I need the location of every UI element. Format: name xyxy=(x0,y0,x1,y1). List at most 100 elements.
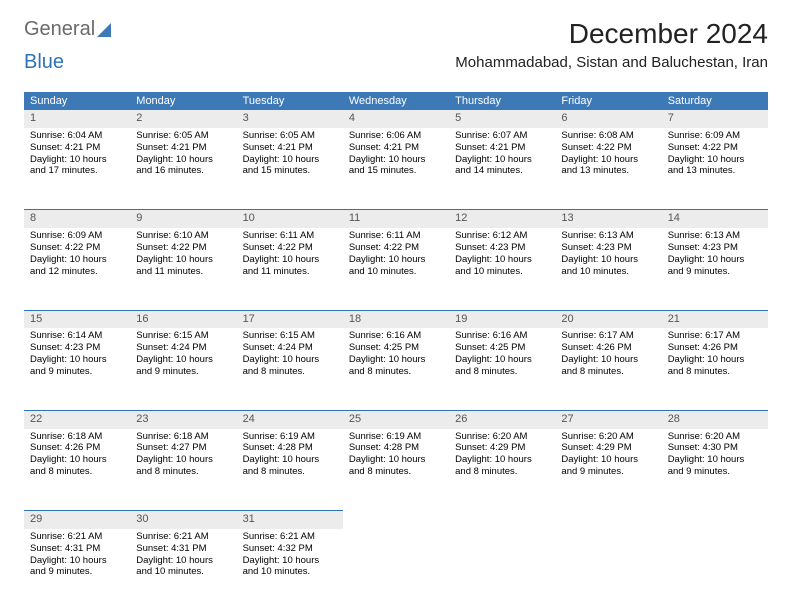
sunrise-line: Sunrise: 6:11 AM xyxy=(243,230,337,242)
day-cell: Sunrise: 6:21 AMSunset: 4:32 PMDaylight:… xyxy=(237,529,343,611)
daylight-line-2: and 17 minutes. xyxy=(30,165,124,177)
logo-text-1: General xyxy=(24,18,95,41)
sunset-line: Sunset: 4:21 PM xyxy=(349,142,443,154)
day-number: 8 xyxy=(24,210,130,228)
sunset-line: Sunset: 4:24 PM xyxy=(243,342,337,354)
sunset-line: Sunset: 4:27 PM xyxy=(136,442,230,454)
daylight-line: Daylight: 10 hours xyxy=(136,454,230,466)
day-number xyxy=(343,511,449,529)
daylight-line: Daylight: 10 hours xyxy=(349,154,443,166)
sunset-line: Sunset: 4:23 PM xyxy=(455,242,549,254)
day-number: 25 xyxy=(343,410,449,428)
daylight-line-2: and 15 minutes. xyxy=(349,165,443,177)
sunrise-line: Sunrise: 6:20 AM xyxy=(561,431,655,443)
daylight-line: Daylight: 10 hours xyxy=(668,154,762,166)
daylight-line: Daylight: 10 hours xyxy=(668,354,762,366)
day-number: 5 xyxy=(449,110,555,128)
day-cell xyxy=(662,529,768,611)
sunrise-line: Sunrise: 6:20 AM xyxy=(668,431,762,443)
daylight-line-2: and 10 minutes. xyxy=(136,566,230,578)
daylight-line-2: and 14 minutes. xyxy=(455,165,549,177)
sunrise-line: Sunrise: 6:19 AM xyxy=(243,431,337,443)
sunrise-line: Sunrise: 6:15 AM xyxy=(136,330,230,342)
day-number: 15 xyxy=(24,310,130,328)
sunrise-line: Sunrise: 6:04 AM xyxy=(30,130,124,142)
day-number-row: 1234567 xyxy=(24,110,768,128)
day-cell: Sunrise: 6:17 AMSunset: 4:26 PMDaylight:… xyxy=(662,328,768,410)
daylight-line-2: and 10 minutes. xyxy=(455,266,549,278)
day-cell: Sunrise: 6:12 AMSunset: 4:23 PMDaylight:… xyxy=(449,228,555,310)
day-number: 2 xyxy=(130,110,236,128)
sunset-line: Sunset: 4:29 PM xyxy=(455,442,549,454)
day-cell: Sunrise: 6:09 AMSunset: 4:22 PMDaylight:… xyxy=(662,128,768,210)
day-number: 27 xyxy=(555,410,661,428)
logo-text-2: Blue xyxy=(24,51,64,74)
daylight-line-2: and 11 minutes. xyxy=(136,266,230,278)
day-number: 3 xyxy=(237,110,343,128)
day-number xyxy=(662,511,768,529)
daylight-line-2: and 8 minutes. xyxy=(243,466,337,478)
day-number: 6 xyxy=(555,110,661,128)
daylight-line: Daylight: 10 hours xyxy=(561,154,655,166)
daylight-line-2: and 8 minutes. xyxy=(668,366,762,378)
day-cell: Sunrise: 6:06 AMSunset: 4:21 PMDaylight:… xyxy=(343,128,449,210)
sunset-line: Sunset: 4:22 PM xyxy=(349,242,443,254)
day-cell: Sunrise: 6:21 AMSunset: 4:31 PMDaylight:… xyxy=(24,529,130,611)
day-content-row: Sunrise: 6:04 AMSunset: 4:21 PMDaylight:… xyxy=(24,128,768,210)
daylight-line-2: and 8 minutes. xyxy=(30,466,124,478)
month-title: December 2024 xyxy=(455,18,768,50)
daylight-line-2: and 10 minutes. xyxy=(243,566,337,578)
day-number: 21 xyxy=(662,310,768,328)
day-number: 9 xyxy=(130,210,236,228)
day-cell: Sunrise: 6:11 AMSunset: 4:22 PMDaylight:… xyxy=(237,228,343,310)
weekday-header: Saturday xyxy=(662,92,768,110)
sunset-line: Sunset: 4:22 PM xyxy=(668,142,762,154)
day-number-row: 22232425262728 xyxy=(24,410,768,428)
daylight-line-2: and 13 minutes. xyxy=(668,165,762,177)
sunset-line: Sunset: 4:23 PM xyxy=(561,242,655,254)
daylight-line: Daylight: 10 hours xyxy=(136,555,230,567)
day-cell: Sunrise: 6:16 AMSunset: 4:25 PMDaylight:… xyxy=(343,328,449,410)
daylight-line: Daylight: 10 hours xyxy=(561,254,655,266)
sunset-line: Sunset: 4:26 PM xyxy=(561,342,655,354)
day-number: 7 xyxy=(662,110,768,128)
sunset-line: Sunset: 4:31 PM xyxy=(136,543,230,555)
daylight-line-2: and 10 minutes. xyxy=(561,266,655,278)
daylight-line-2: and 8 minutes. xyxy=(455,466,549,478)
day-cell: Sunrise: 6:15 AMSunset: 4:24 PMDaylight:… xyxy=(237,328,343,410)
daylight-line-2: and 8 minutes. xyxy=(349,366,443,378)
weekday-header: Wednesday xyxy=(343,92,449,110)
weekday-header: Sunday xyxy=(24,92,130,110)
day-cell: Sunrise: 6:15 AMSunset: 4:24 PMDaylight:… xyxy=(130,328,236,410)
daylight-line-2: and 9 minutes. xyxy=(561,466,655,478)
daylight-line-2: and 15 minutes. xyxy=(243,165,337,177)
sunrise-line: Sunrise: 6:21 AM xyxy=(30,531,124,543)
daylight-line: Daylight: 10 hours xyxy=(30,154,124,166)
daylight-line: Daylight: 10 hours xyxy=(561,354,655,366)
day-cell xyxy=(449,529,555,611)
day-number-row: 15161718192021 xyxy=(24,310,768,328)
day-cell: Sunrise: 6:16 AMSunset: 4:25 PMDaylight:… xyxy=(449,328,555,410)
day-cell: Sunrise: 6:05 AMSunset: 4:21 PMDaylight:… xyxy=(237,128,343,210)
sunrise-line: Sunrise: 6:10 AM xyxy=(136,230,230,242)
daylight-line: Daylight: 10 hours xyxy=(243,555,337,567)
day-number: 22 xyxy=(24,410,130,428)
day-cell: Sunrise: 6:19 AMSunset: 4:28 PMDaylight:… xyxy=(237,429,343,511)
daylight-line: Daylight: 10 hours xyxy=(349,454,443,466)
day-cell: Sunrise: 6:17 AMSunset: 4:26 PMDaylight:… xyxy=(555,328,661,410)
day-number xyxy=(555,511,661,529)
daylight-line: Daylight: 10 hours xyxy=(30,254,124,266)
sunrise-line: Sunrise: 6:07 AM xyxy=(455,130,549,142)
sunset-line: Sunset: 4:28 PM xyxy=(349,442,443,454)
sunrise-line: Sunrise: 6:15 AM xyxy=(243,330,337,342)
daylight-line-2: and 11 minutes. xyxy=(243,266,337,278)
daylight-line: Daylight: 10 hours xyxy=(243,254,337,266)
daylight-line-2: and 12 minutes. xyxy=(30,266,124,278)
sunset-line: Sunset: 4:22 PM xyxy=(30,242,124,254)
daylight-line: Daylight: 10 hours xyxy=(455,354,549,366)
daylight-line-2: and 9 minutes. xyxy=(668,466,762,478)
sunrise-line: Sunrise: 6:08 AM xyxy=(561,130,655,142)
sunset-line: Sunset: 4:30 PM xyxy=(668,442,762,454)
sunset-line: Sunset: 4:22 PM xyxy=(136,242,230,254)
sunset-line: Sunset: 4:21 PM xyxy=(136,142,230,154)
